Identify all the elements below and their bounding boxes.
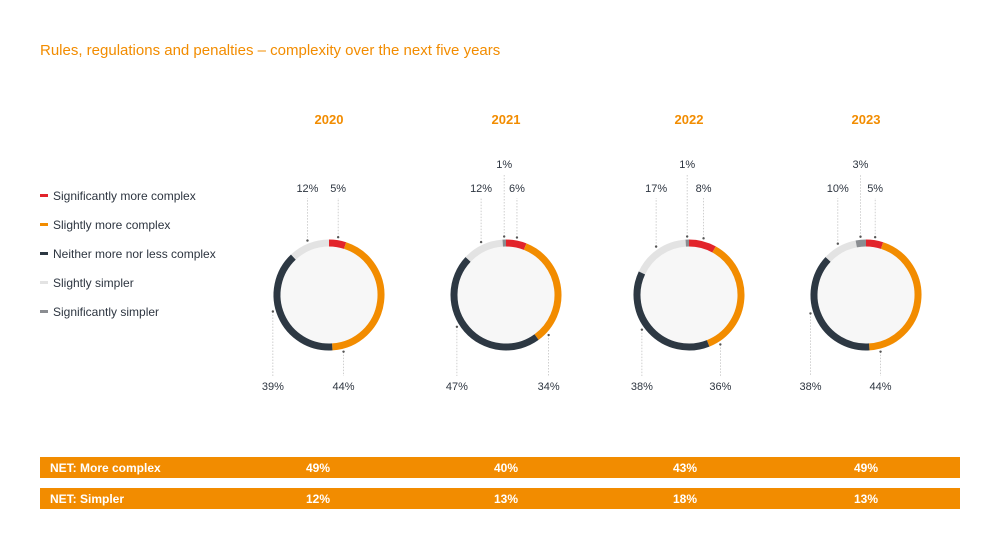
year-label: 2020 — [315, 112, 344, 127]
leader-dot — [809, 312, 812, 315]
donut-segment — [450, 257, 539, 351]
leader-dot — [342, 350, 345, 353]
leader-dot — [640, 328, 644, 331]
data-label: 44% — [333, 381, 355, 393]
leader-dot — [547, 333, 550, 337]
data-label: 17% — [645, 183, 667, 195]
legend-item: Significantly simpler — [40, 297, 216, 326]
donut-segment — [465, 239, 504, 262]
year-label: 2023 — [852, 112, 881, 127]
row-value: 13% — [853, 492, 879, 506]
donut-segment — [688, 239, 716, 253]
data-label: 44% — [870, 381, 892, 393]
legend-item: Slightly simpler — [40, 268, 216, 297]
donut-hole — [817, 246, 915, 344]
row-label: NET: More complex — [50, 461, 161, 475]
leader-dot — [455, 325, 459, 329]
leader-dot — [873, 236, 877, 239]
leader-dot — [836, 242, 840, 245]
row-value: 49% — [853, 461, 879, 475]
donut-segment — [291, 239, 330, 260]
data-label: 38% — [799, 381, 821, 393]
legend-label: Slightly simpler — [53, 275, 134, 290]
donut-segment — [868, 242, 922, 351]
data-label: 34% — [538, 381, 560, 393]
leader-dot — [271, 310, 275, 313]
donut-segment — [328, 239, 347, 249]
legend-item: Significantly more complex — [40, 181, 216, 210]
donut-segment — [638, 239, 687, 275]
legend-item: Neither more nor less complex — [40, 239, 216, 268]
data-label: 6% — [509, 183, 525, 195]
row-value: 13% — [493, 492, 519, 506]
row-value: 12% — [305, 492, 331, 506]
donut-segment — [273, 254, 333, 351]
legend-swatch — [40, 194, 48, 197]
legend-label: Slightly more complex — [53, 217, 171, 232]
legend: Significantly more complex Slightly more… — [40, 181, 216, 326]
data-label: 10% — [827, 183, 849, 195]
row-value: 18% — [672, 492, 698, 506]
legend-swatch — [40, 281, 48, 284]
row-value: 43% — [672, 461, 698, 475]
legend-swatch — [40, 223, 48, 226]
data-label: 12% — [296, 183, 318, 195]
data-label: 47% — [446, 381, 468, 393]
data-label: 36% — [709, 381, 731, 393]
donut-segment — [633, 271, 710, 351]
net-simpler-row: NET: Simpler 12% 13% 18% 13% — [40, 488, 960, 509]
leader-dot — [685, 235, 689, 238]
row-value: 49% — [305, 461, 331, 475]
leader-dot — [702, 237, 705, 240]
legend-label: Significantly more complex — [53, 188, 196, 203]
data-label: 39% — [262, 381, 284, 393]
year-label: 2022 — [675, 112, 704, 127]
leader-dot — [719, 343, 722, 346]
row-label: NET: Simpler — [50, 492, 125, 506]
donut-segment — [810, 257, 870, 351]
chart-title: Rules, regulations and penalties – compl… — [40, 42, 501, 59]
data-label: 38% — [631, 381, 653, 393]
data-label: 1% — [496, 159, 512, 171]
donut-segment — [523, 243, 562, 340]
data-label: 1% — [679, 159, 695, 171]
donut-hole — [457, 246, 555, 344]
row-value: 40% — [493, 461, 519, 475]
net-more-complex-row: NET: More complex 49% 40% 43% 49% — [40, 457, 960, 478]
donut-hole — [640, 246, 738, 344]
leader-dot — [306, 239, 309, 242]
donut-hole — [280, 246, 378, 344]
legend-label: Significantly simpler — [53, 304, 160, 319]
legend-item: Slightly more complex — [40, 210, 216, 239]
donut-segment — [706, 246, 745, 347]
donut-segment — [331, 242, 385, 351]
data-label: 3% — [853, 159, 869, 171]
data-label: 5% — [330, 183, 346, 195]
legend-swatch — [40, 252, 48, 255]
donut-segment — [825, 240, 858, 262]
leader-dot — [859, 235, 862, 238]
leader-dot — [654, 245, 658, 248]
data-label: 8% — [696, 183, 712, 195]
leader-dot — [515, 236, 519, 239]
legend-label: Neither more nor less complex — [53, 246, 216, 261]
donut-segment — [505, 239, 527, 250]
donut-segment — [855, 239, 867, 248]
donut-charts: 2020 5% 44% 39% 12% 2021 6% 34% 47% 12% 1% 2022 8% 36… — [262, 112, 922, 393]
leader-dot — [479, 240, 483, 244]
leader-dot — [879, 350, 882, 353]
leader-dot — [502, 235, 506, 238]
data-label: 12% — [470, 183, 492, 195]
year-label: 2021 — [492, 112, 521, 127]
donut-segment — [865, 239, 884, 249]
leader-dot — [336, 236, 340, 239]
data-label: 5% — [867, 183, 883, 195]
legend-swatch — [40, 310, 48, 313]
